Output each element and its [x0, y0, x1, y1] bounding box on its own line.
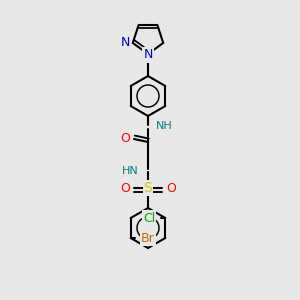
Text: N: N	[120, 36, 130, 50]
Text: O: O	[120, 182, 130, 194]
Text: O: O	[120, 133, 130, 146]
Text: O: O	[166, 182, 176, 194]
Text: NH: NH	[156, 121, 173, 131]
Text: Br: Br	[141, 232, 154, 244]
Text: S: S	[144, 181, 152, 195]
Text: S: S	[144, 181, 152, 195]
Text: Cl: Cl	[143, 212, 155, 224]
Text: N: N	[143, 49, 153, 62]
Text: HN: HN	[122, 166, 139, 176]
